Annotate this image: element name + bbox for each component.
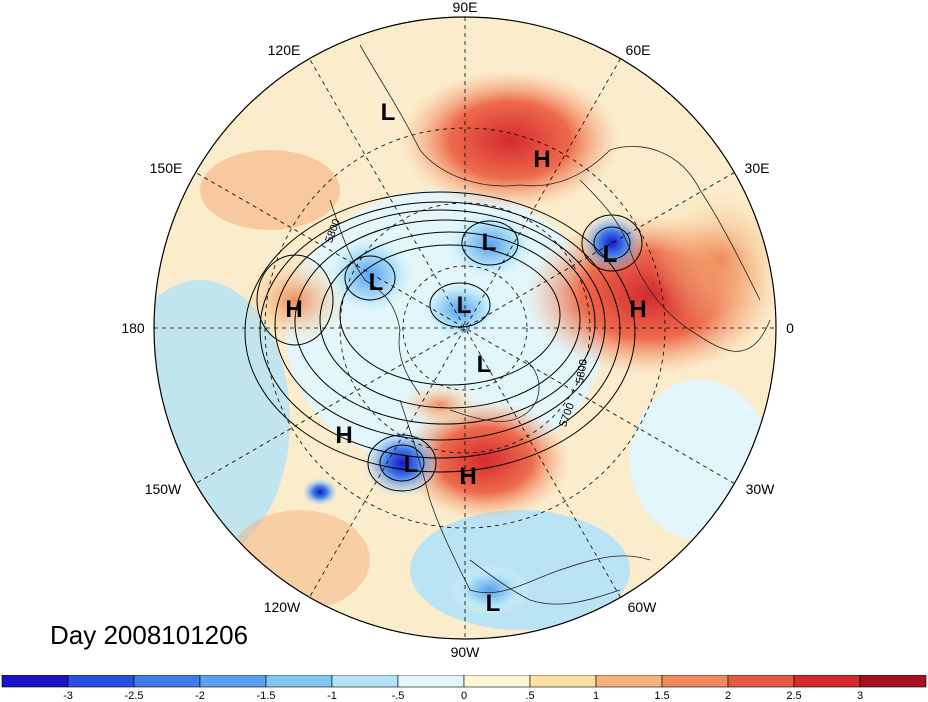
lon-label-30e: 30E: [745, 160, 770, 176]
colorbar-tick-label: 2: [725, 690, 731, 702]
lon-label-120e: 120E: [268, 42, 301, 58]
longitude-labels: 90E 60E 30E 0 30W 60W 90W 120W 150W 180 …: [121, 0, 794, 660]
high-label: H: [533, 146, 550, 173]
colorbar-box: [265, 675, 333, 688]
colorbar-box: [133, 675, 201, 688]
colorbar-box: [661, 675, 729, 688]
colorbar-box: [199, 675, 267, 688]
low-label: L: [477, 351, 492, 378]
low-label: L: [404, 451, 419, 478]
lon-label-150w: 150W: [145, 481, 182, 497]
colorbar-ticks: -3 -2.5 -2 -1.5 -1 -.5 0 .5 1 1.5 2 2.5 3: [63, 690, 863, 702]
pressure-system-labels: L H L L H L H L L H L H L: [285, 99, 646, 617]
colorbar-box: [859, 675, 927, 688]
coastlines: [329, 44, 771, 605]
high-label: H: [335, 422, 352, 449]
colorbar-box: [595, 675, 663, 688]
colorbar-box: [397, 675, 465, 688]
lon-label-120w: 120W: [264, 599, 301, 615]
polar-map: 90E 60E 30E 0 30W 60W 90W 120W 150W 180 …: [121, 0, 794, 660]
low-label: L: [381, 99, 396, 126]
lon-label-0: 0: [786, 320, 794, 336]
colorbar-box: [529, 675, 597, 688]
colorbar-tick-label: -.5: [392, 690, 405, 702]
colorbar-box: [793, 675, 861, 688]
lon-label-180: 180: [121, 320, 145, 336]
colorbar: -3 -2.5 -2 -1.5 -1 -.5 0 .5 1 1.5 2 2.5 3: [1, 675, 927, 702]
contour-label-5800: 5800: [574, 358, 590, 384]
low-label: L: [486, 590, 501, 617]
lon-label-60w: 60W: [628, 599, 658, 615]
colorbar-box: [1, 675, 69, 688]
colorbar-box: [463, 675, 531, 688]
colorbar-tick-label: 0: [461, 690, 467, 702]
colorbar-box: [331, 675, 399, 688]
colorbar-tick-label: 1.5: [654, 690, 669, 702]
low-label: L: [457, 292, 472, 319]
low-label: L: [369, 269, 384, 296]
colorbar-tick-label: 3: [857, 690, 863, 702]
graticule: [154, 17, 776, 639]
colorbar-tick-label: -1: [327, 690, 337, 702]
lon-label-90e: 90E: [453, 0, 478, 15]
colorbar-box: [67, 675, 135, 688]
colorbar-tick-label: 2.5: [786, 690, 801, 702]
colorbar-tick-label: -3: [63, 690, 73, 702]
lon-label-60e: 60E: [626, 42, 651, 58]
colorbar-tick-label: 1: [593, 690, 599, 702]
day-title: Day 2008101206: [50, 620, 249, 650]
colorbar-tick-label: .5: [525, 690, 534, 702]
high-label: H: [629, 296, 646, 323]
lon-label-30w: 30W: [746, 481, 776, 497]
lon-label-150e: 150E: [150, 160, 183, 176]
colorbar-tick-label: -2.5: [125, 690, 144, 702]
colorbar-tick-label: -2: [195, 690, 205, 702]
colorbar-boxes: [1, 675, 927, 688]
low-label: L: [603, 241, 618, 268]
height-contours: [244, 191, 643, 492]
colorbar-tick-label: -1.5: [257, 690, 276, 702]
high-label: H: [459, 463, 476, 490]
lon-label-90w: 90W: [451, 644, 481, 660]
map-boundary: [153, 16, 777, 640]
low-label: L: [482, 229, 497, 256]
colorbar-box: [727, 675, 795, 688]
high-label: H: [285, 296, 302, 323]
